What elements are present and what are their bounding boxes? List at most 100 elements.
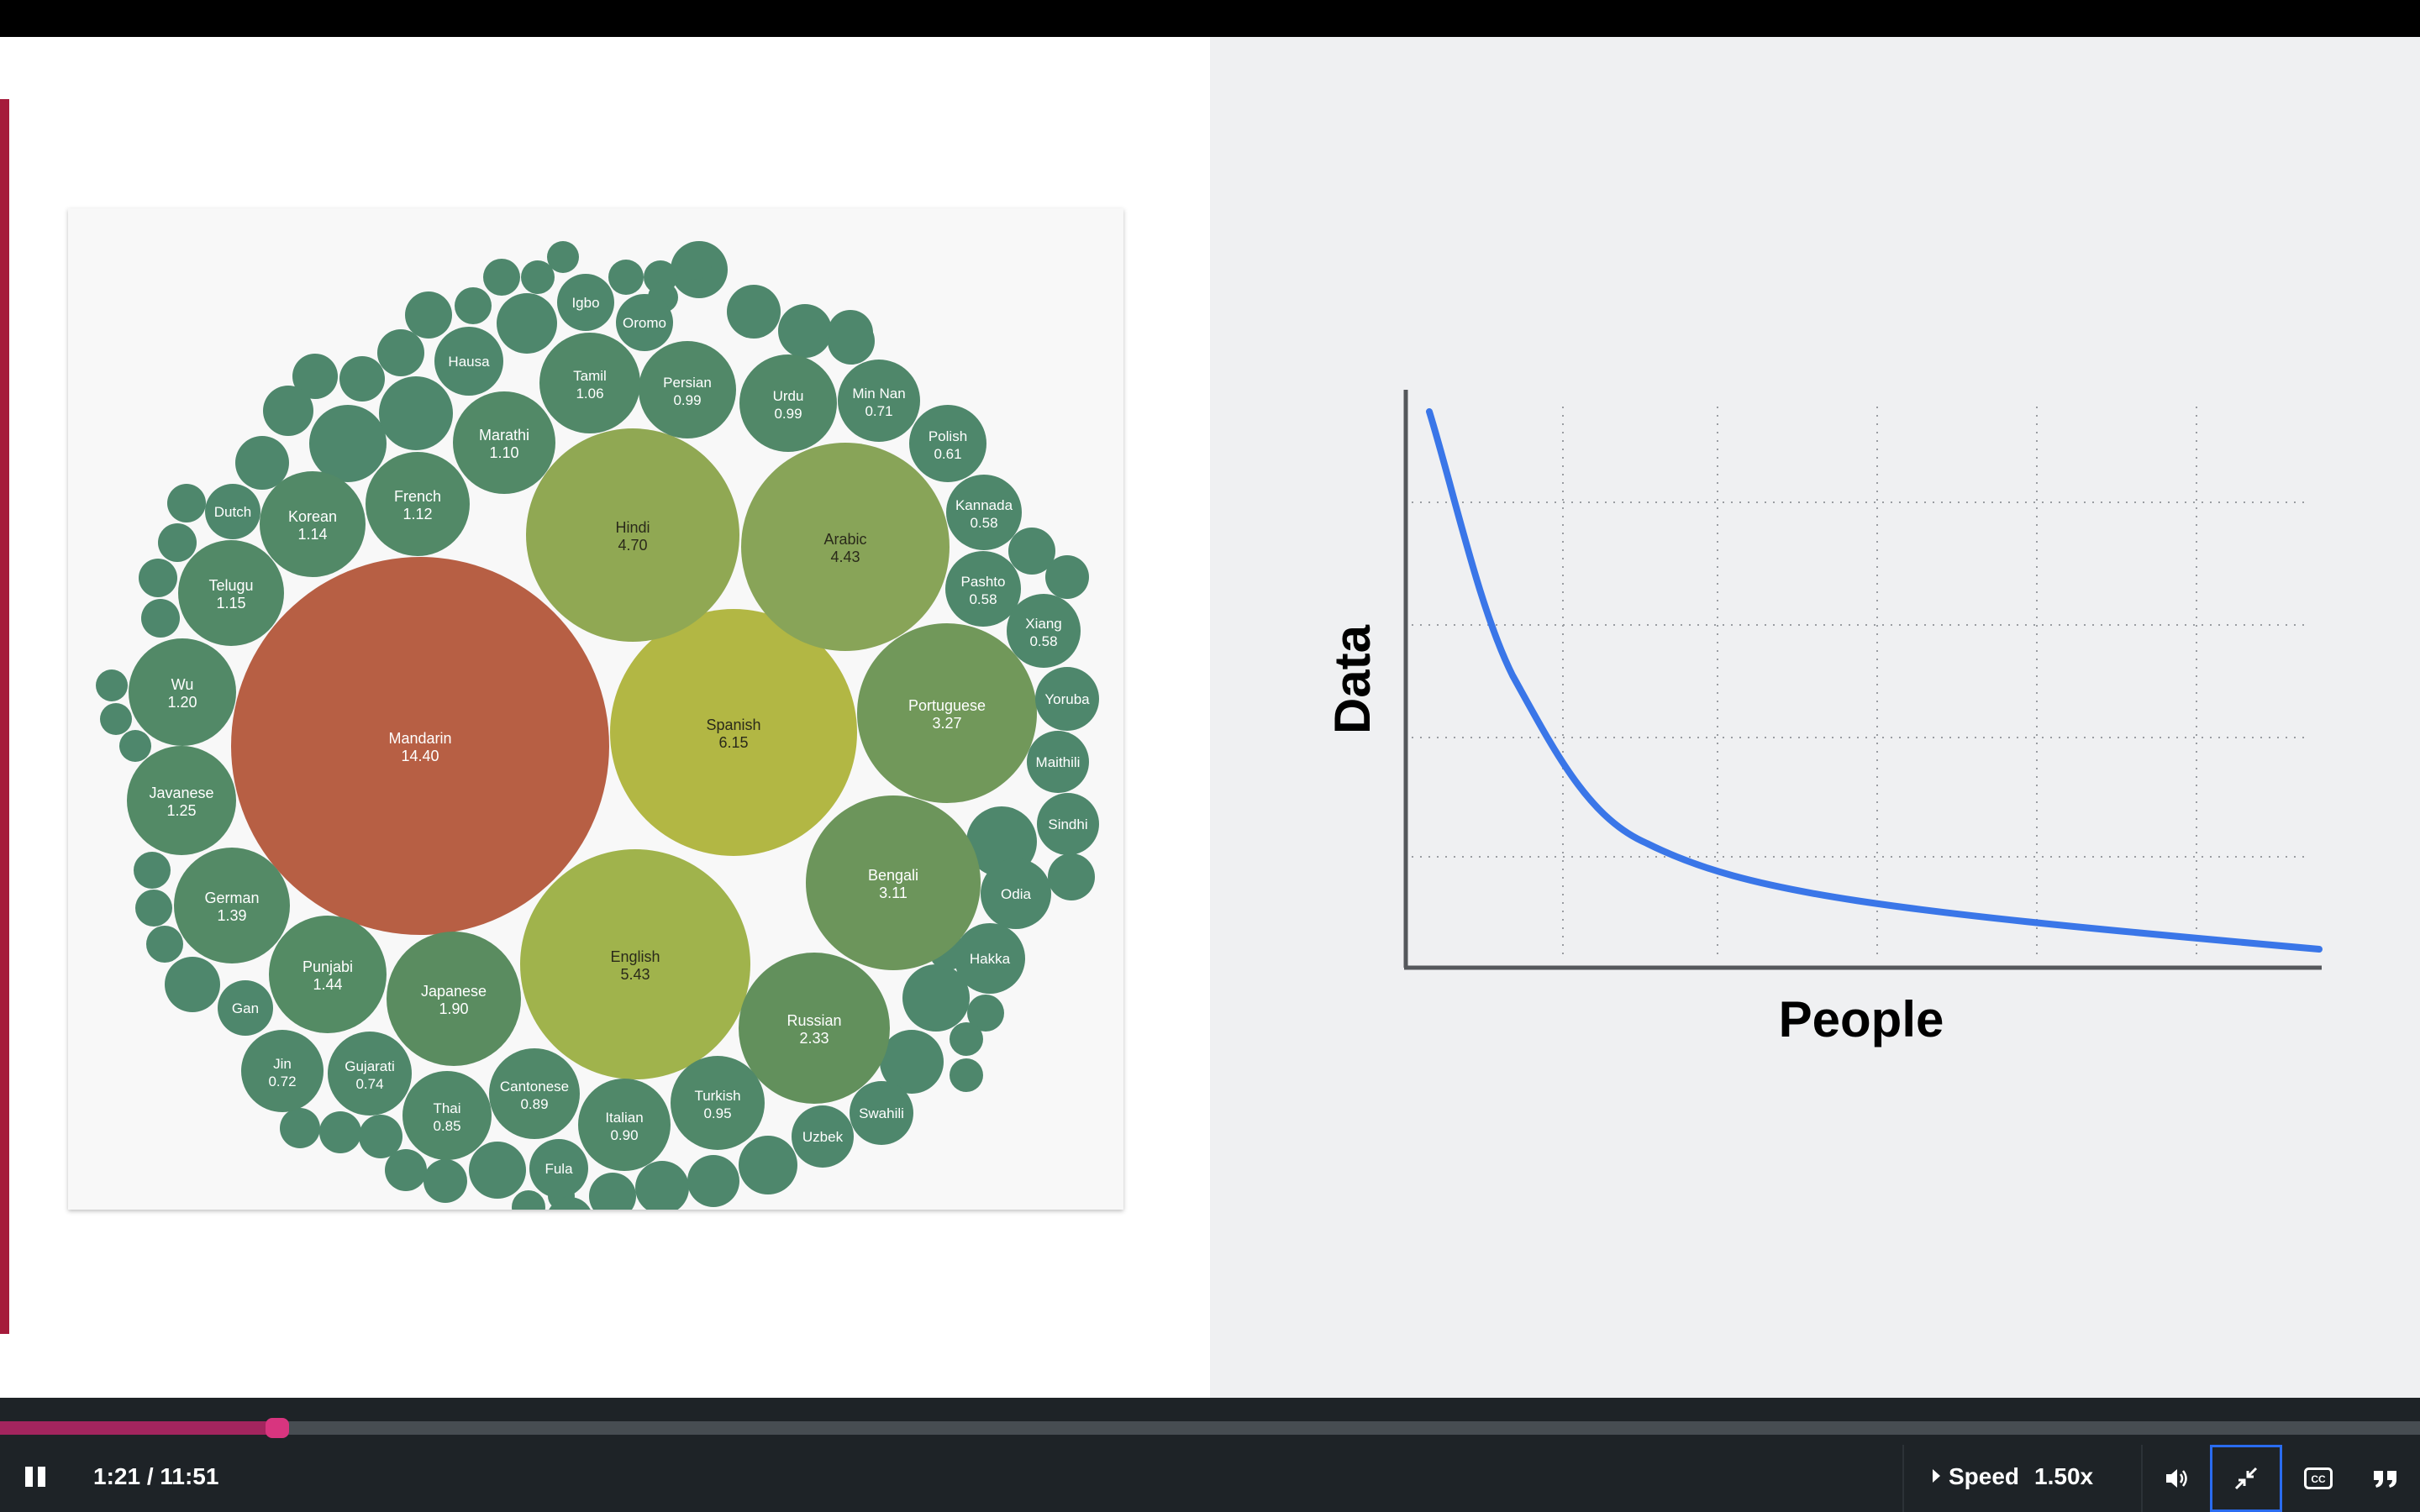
bubble-label: Russian xyxy=(786,1012,841,1029)
bubble-label: Polish xyxy=(929,428,967,444)
bubble-gujarati: Gujarati 0.74 xyxy=(328,1032,412,1116)
bubble-circle xyxy=(205,484,260,539)
pause-icon xyxy=(25,1467,33,1487)
bubble-value: 1.10 xyxy=(489,444,518,461)
filler-bubble xyxy=(280,1108,320,1148)
bubble-label: Spanish xyxy=(706,717,760,733)
bubble-value: 0.90 xyxy=(610,1127,638,1143)
bubble-thai: Thai 0.85 xyxy=(402,1071,492,1160)
slide-right-panel: People Data xyxy=(1210,37,2420,1398)
bubble-value: 2.33 xyxy=(799,1030,829,1047)
bubble-label: Arabic xyxy=(823,531,866,548)
bubble-label: Sindhi xyxy=(1048,816,1087,832)
bubble-circle xyxy=(945,551,1021,627)
filler-bubble xyxy=(778,304,832,358)
bubble-label: Min Nan xyxy=(852,386,905,402)
video-frame[interactable]: Mandarin 14.40 Spanish 6.15 English 5.43 Hindi… xyxy=(0,37,2420,1398)
bubble-label: Mandarin xyxy=(388,730,451,747)
bubble-label: Tamil xyxy=(573,368,607,384)
progress-bar[interactable] xyxy=(0,1418,2420,1438)
bubble-value: 1.25 xyxy=(166,802,196,819)
pause-button[interactable] xyxy=(24,1465,47,1488)
speed-label: Speed xyxy=(1949,1463,2020,1489)
speed-button[interactable]: Speed 1.50x xyxy=(1933,1463,2093,1490)
volume-button[interactable] xyxy=(2142,1445,2214,1512)
svg-text:CC: CC xyxy=(2311,1473,2326,1485)
bubble-value: 0.99 xyxy=(774,406,802,422)
filler-bubble xyxy=(165,957,220,1012)
bubble-value: 4.70 xyxy=(618,537,647,554)
bubble-label: Telugu xyxy=(208,577,253,594)
bubble-wu: Wu1.20 xyxy=(129,638,236,746)
filler-bubble xyxy=(119,730,151,762)
bubble-circle xyxy=(1007,594,1081,668)
exit-fullscreen-button[interactable] xyxy=(2210,1445,2282,1512)
bubble-value: 1.39 xyxy=(217,907,246,924)
bubble-circle xyxy=(453,391,555,494)
slide-left-panel: Mandarin 14.40 Spanish 6.15 English 5.43 Hindi… xyxy=(0,37,1210,1398)
bubble-value: 3.27 xyxy=(932,715,961,732)
bubble-circle xyxy=(857,623,1037,803)
bubble-circle xyxy=(806,795,981,970)
filler-bubble xyxy=(739,1136,797,1194)
filler-bubble xyxy=(385,1149,427,1191)
bubble-circle xyxy=(909,405,986,482)
bubble-value: 0.95 xyxy=(703,1105,731,1121)
slide-accent-bar xyxy=(0,99,9,1334)
bubble-maithili: Maithili xyxy=(1027,731,1089,793)
transcript-button[interactable] xyxy=(2349,1445,2420,1512)
bubble-circle xyxy=(178,540,284,646)
bubble-label: Hausa xyxy=(448,354,490,370)
filler-bubble xyxy=(497,293,557,354)
filler-bubble xyxy=(339,356,385,402)
filler-bubble xyxy=(167,484,206,522)
bubble-label: Swahili xyxy=(859,1105,904,1121)
bubble-circle xyxy=(366,452,470,556)
filler-bubble xyxy=(158,523,197,562)
bubble-label: Japanese xyxy=(421,983,487,1000)
filler-bubble xyxy=(512,1190,545,1210)
bubble-circle xyxy=(1037,793,1099,855)
closed-captions-icon: CC xyxy=(2304,1467,2333,1489)
play-triangle-icon xyxy=(1933,1469,1940,1483)
bubble-label: Uzbek xyxy=(802,1129,844,1145)
bubble-label: Maithili xyxy=(1036,754,1081,770)
bubble-tamil: Tamil 1.06 xyxy=(539,333,640,433)
progress-bar-handle[interactable] xyxy=(266,1418,290,1438)
bubble-label: Turkish xyxy=(694,1088,740,1104)
bubble-value: 1.44 xyxy=(313,976,342,993)
filler-bubble xyxy=(828,318,875,365)
bubble-label: Urdu xyxy=(773,388,804,404)
bubble-yoruba: Yoruba xyxy=(1035,667,1099,731)
bubble-label: Pashto xyxy=(961,574,1006,590)
bubble-value: 1.90 xyxy=(439,1000,468,1017)
speed-value: 1.50x xyxy=(2034,1463,2094,1489)
closed-captions-button[interactable]: CC xyxy=(2282,1445,2354,1512)
bubble-value: 0.72 xyxy=(268,1074,296,1089)
filler-bubble xyxy=(96,669,128,701)
bubble-label: Italian xyxy=(605,1110,643,1126)
top-black-bar xyxy=(0,0,2420,37)
bubble-label: Igbo xyxy=(571,295,599,311)
bubble-circle xyxy=(1027,731,1089,793)
bubble-chart-card: Mandarin 14.40 Spanish 6.15 English 5.43 Hindi… xyxy=(68,208,1123,1210)
bubble-label: Korean xyxy=(288,508,337,525)
bubble-igbo: Igbo xyxy=(557,274,614,331)
bubble-value: 1.14 xyxy=(297,526,327,543)
filler-bubble xyxy=(377,329,424,376)
transcript-icon xyxy=(2374,1471,2396,1488)
bubble-circle xyxy=(1035,667,1099,731)
bubble-circle xyxy=(739,354,837,452)
filler-bubble xyxy=(1048,853,1095,900)
pause-icon-bar xyxy=(38,1467,45,1487)
bubble-fula: Fula xyxy=(529,1139,588,1198)
